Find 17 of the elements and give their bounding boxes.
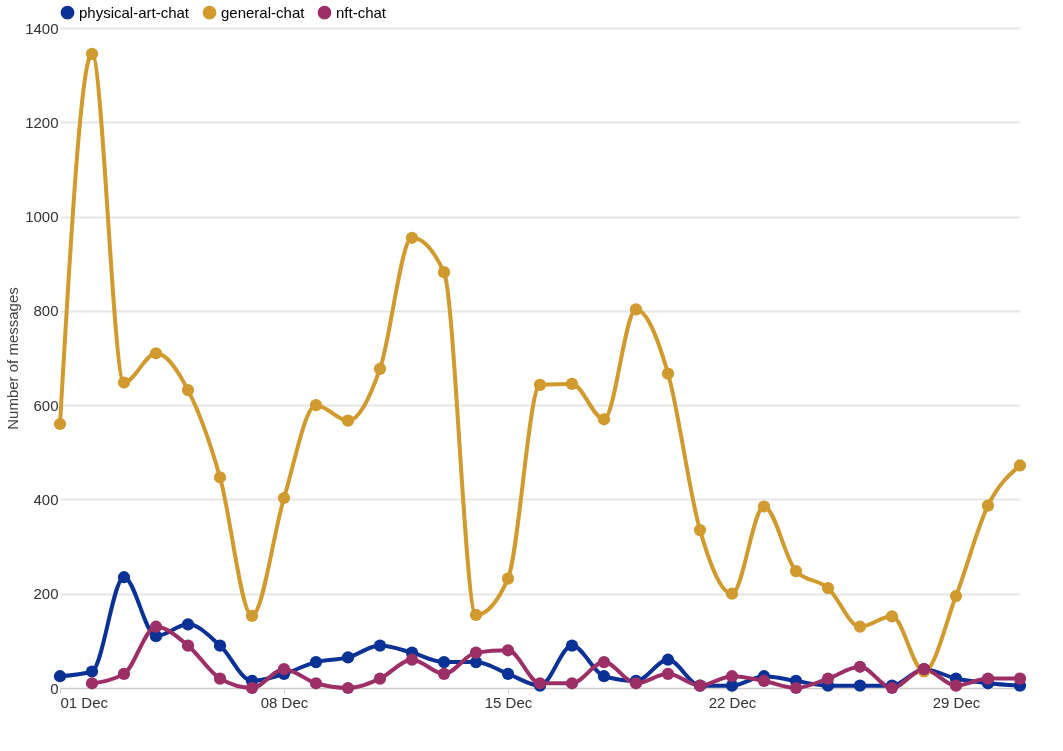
y-axis-title: Number of messages: [4, 287, 22, 430]
y-tick-label: 0: [50, 679, 59, 697]
x-tick-label: 29 Dec: [932, 693, 981, 711]
y-tick-label: 800: [33, 302, 59, 320]
legend-label: nft-chat: [336, 3, 387, 21]
x-tick-label: 22 Dec: [708, 693, 757, 711]
legend-label: physical-art-chat: [79, 3, 190, 21]
x-tick-label: 08 Dec: [260, 693, 309, 711]
y-tick-label: 600: [33, 396, 59, 414]
y-tick-label: 1200: [25, 113, 59, 131]
y-tick-label: 200: [33, 585, 59, 603]
y-tick-label: 1000: [25, 208, 59, 226]
legend-label: general-chat: [221, 3, 306, 21]
y-tick-label: 1400: [25, 19, 59, 37]
x-tick-label: 15 Dec: [484, 693, 533, 711]
x-tick-label: 01 Dec: [60, 693, 109, 711]
y-tick-label: 400: [33, 490, 59, 508]
